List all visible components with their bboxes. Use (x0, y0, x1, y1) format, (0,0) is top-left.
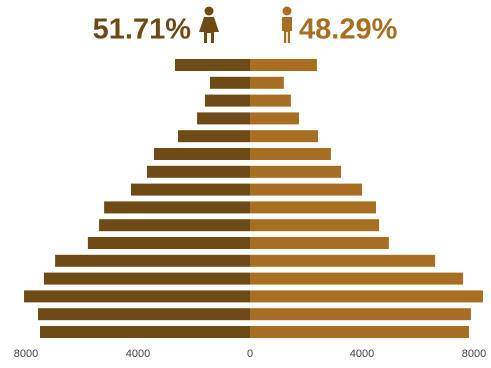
bar (55, 254, 251, 267)
bar (43, 272, 250, 285)
bar (40, 326, 250, 338)
bar (99, 219, 250, 232)
bar (104, 201, 251, 214)
x-tick-label: 4000 (350, 348, 374, 360)
bar (250, 219, 380, 232)
female-icon (199, 6, 219, 43)
female-share: 51.71% (93, 14, 192, 46)
x-tick-label: 4000 (126, 348, 150, 360)
x-tick-label: 8000 (462, 348, 486, 360)
bar (250, 201, 376, 214)
bar (250, 183, 362, 196)
bar (250, 290, 483, 303)
bar (250, 308, 471, 321)
bar (174, 59, 250, 71)
bar (250, 59, 317, 71)
bar (209, 76, 250, 89)
bar (38, 308, 250, 321)
bar (204, 94, 250, 107)
bar (24, 290, 251, 303)
bar (250, 272, 464, 285)
male-share: 48.29% (299, 14, 398, 46)
bar (250, 94, 291, 107)
male-icon (282, 6, 292, 43)
bar (178, 130, 250, 143)
bar (146, 165, 250, 178)
bar (250, 237, 389, 249)
bar (250, 254, 436, 267)
bar (250, 165, 341, 178)
bar (250, 326, 469, 338)
bar (250, 112, 299, 125)
bar (197, 112, 250, 125)
x-tick-label: 8000 (14, 348, 38, 360)
bar (153, 148, 250, 160)
bar (131, 183, 250, 196)
bar (250, 148, 331, 160)
bar (250, 130, 319, 143)
x-tick-label: 0 (247, 348, 253, 360)
bar (87, 237, 250, 249)
bar (250, 76, 284, 89)
